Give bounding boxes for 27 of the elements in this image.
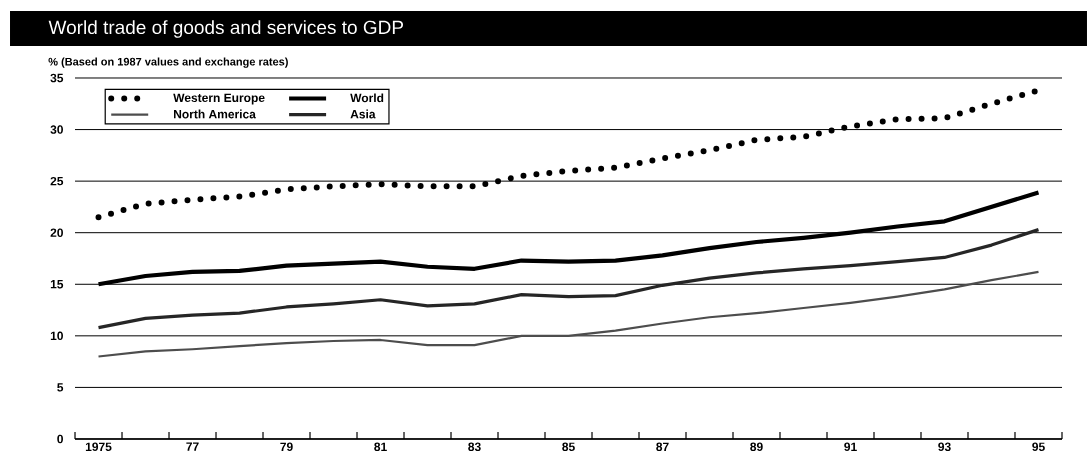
y-tick-label: 25 (50, 176, 64, 186)
chart-title: World trade of goods and services to GDP (48, 20, 404, 38)
legend-label: Asia (350, 109, 376, 119)
x-tick-label: 93 (938, 442, 951, 452)
y-tick-label: 30 (50, 125, 63, 134)
x-tick-label: 77 (186, 442, 199, 451)
y-tick-label: 15 (50, 280, 64, 289)
y-tick-label: 5 (57, 383, 64, 392)
line-series (96, 228, 1041, 330)
legend-label: World (350, 93, 384, 103)
legend-label: North America (174, 109, 256, 119)
line-series (97, 270, 1040, 358)
x-tick-label: 1975 (85, 442, 112, 452)
x-tick-label: 87 (656, 442, 669, 452)
x-tick-label: 81 (374, 442, 387, 452)
y-tick-label: 35 (50, 73, 64, 83)
x-tick-label: 85 (562, 442, 575, 452)
y-tick-label: 20 (50, 228, 63, 237)
y-axis-title: % (Based on 1987 values and exchange rates) (48, 57, 288, 68)
x-tick-label: 79 (280, 442, 293, 452)
legend-label: Western Europe (173, 93, 265, 105)
y-tick-label: 0 (57, 434, 63, 444)
y-tick-label: 10 (50, 331, 63, 341)
x-tick-label: 91 (844, 442, 857, 452)
x-tick-label: 83 (468, 442, 481, 452)
x-tick-label: 89 (750, 442, 763, 452)
x-tick-label: 95 (1032, 442, 1045, 452)
